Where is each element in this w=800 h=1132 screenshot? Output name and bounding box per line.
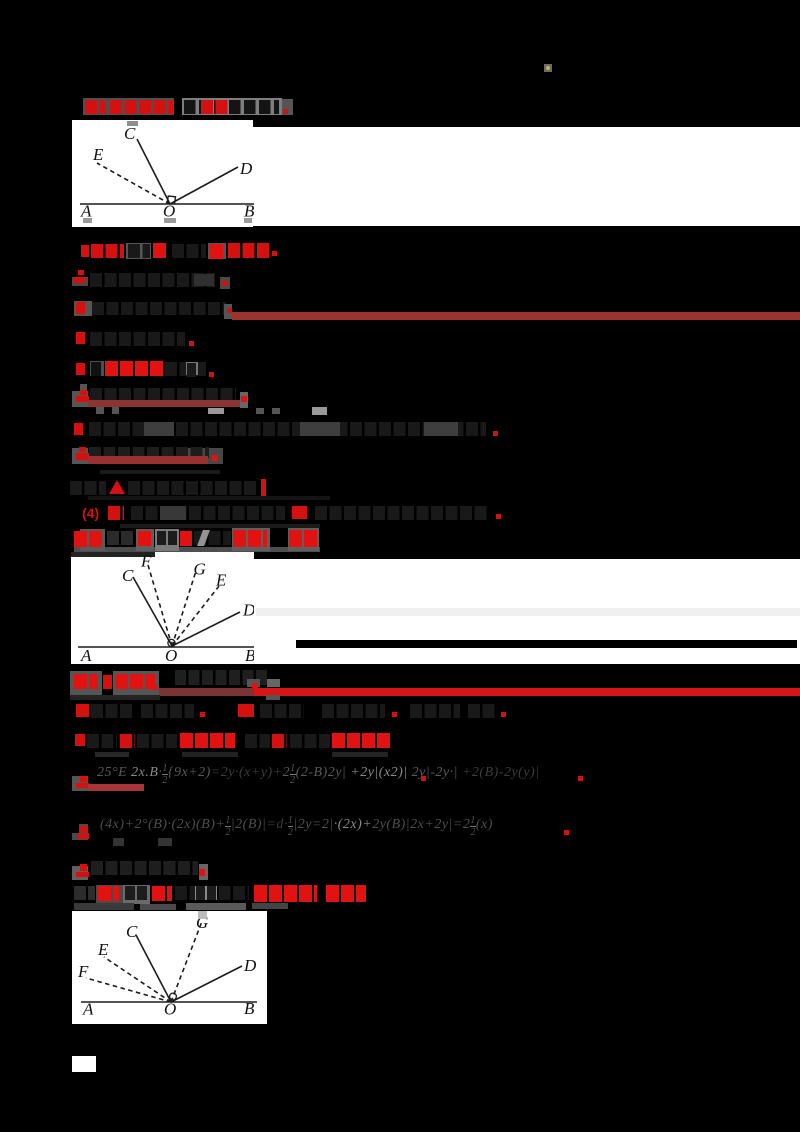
svg-text:C: C <box>126 922 138 941</box>
svg-text:O: O <box>164 1000 176 1019</box>
svg-text:E: E <box>92 145 104 164</box>
svg-text:A: A <box>80 646 92 664</box>
svg-text:O: O <box>163 202 175 221</box>
svg-text:F: F <box>140 552 152 571</box>
svg-text:D: D <box>243 956 257 975</box>
svg-text:E: E <box>97 940 109 959</box>
svg-text:D: D <box>239 159 253 178</box>
svg-text:B: B <box>244 202 255 221</box>
svg-text:G: G <box>194 560 206 579</box>
svg-text:D: D <box>242 601 254 620</box>
svg-text:B: B <box>245 646 254 664</box>
svg-text:A: A <box>80 202 92 221</box>
svg-text:E: E <box>215 571 227 590</box>
svg-text:F: F <box>77 962 89 981</box>
svg-text:A: A <box>82 1000 94 1019</box>
svg-text:C: C <box>124 124 136 143</box>
svg-text:C: C <box>122 566 134 585</box>
svg-text:B: B <box>244 999 255 1018</box>
svg-text:O: O <box>165 646 177 664</box>
